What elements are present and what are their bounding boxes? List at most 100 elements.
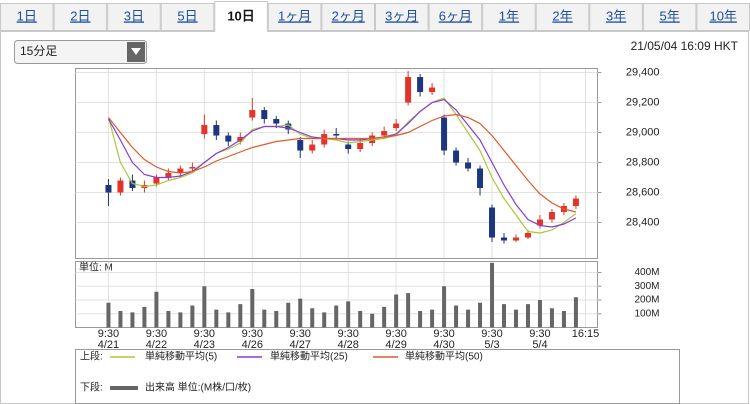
price-plot <box>75 68 598 259</box>
candle-body <box>129 180 136 189</box>
volume-tick-label: 100M <box>634 308 659 319</box>
tab-label[interactable]: 3ヶ月 <box>385 8 418 23</box>
candle-body <box>249 110 256 118</box>
tab-label[interactable]: 3日 <box>124 8 144 23</box>
tab[interactable] <box>267 3 322 31</box>
tab[interactable] <box>375 3 429 31</box>
candle-body <box>357 143 364 150</box>
legend-label: 単純移動平均(25) <box>270 350 348 363</box>
moving-average-line <box>107 97 577 234</box>
x-tick-label: 9:30 <box>529 328 550 340</box>
tab-label[interactable]: 2年 <box>552 8 572 23</box>
tab[interactable] <box>535 3 590 31</box>
volume-bar <box>310 308 315 328</box>
tab[interactable] <box>642 3 697 31</box>
volume-bar <box>106 302 111 328</box>
volume-tick-label: 300M <box>634 281 659 292</box>
candle-body <box>489 207 496 238</box>
volume-unit: 単位: M <box>79 261 113 274</box>
tab[interactable] <box>160 3 215 31</box>
tab[interactable] <box>428 3 483 31</box>
candle-body <box>453 150 460 163</box>
x-tick-label: 9:30 <box>337 328 358 340</box>
price-tick-label: 28,600 <box>626 186 660 198</box>
tab-label[interactable]: 1ヶ月 <box>278 8 311 23</box>
moving-average-line <box>107 98 577 228</box>
tab-label[interactable]: 5日 <box>177 8 197 23</box>
tab-label[interactable]: 1日 <box>17 8 37 23</box>
price-tick-label: 28,400 <box>626 216 660 228</box>
tab[interactable] <box>482 3 536 31</box>
tab-label[interactable]: 6ヶ月 <box>439 8 472 23</box>
candle-body <box>297 140 304 151</box>
tab[interactable] <box>696 3 750 31</box>
candle-body <box>333 134 340 136</box>
volume-bar <box>322 312 327 328</box>
dropdown-arrow <box>131 48 141 55</box>
candle-body <box>393 123 400 129</box>
volume-bar <box>454 305 459 328</box>
candle-body <box>261 110 268 120</box>
candle-body <box>345 144 352 150</box>
x-tick-label: 9:30 <box>194 328 215 340</box>
x-tick-date: 5/4 <box>532 339 547 351</box>
candle-body <box>369 135 376 144</box>
tab-label[interactable]: 3年 <box>606 8 626 23</box>
candle-body <box>285 123 292 130</box>
volume-bar <box>274 311 279 328</box>
volume-bar <box>418 311 423 328</box>
volume-bar <box>334 305 339 328</box>
volume-bar <box>430 309 435 328</box>
volume-bar <box>154 291 159 328</box>
tab-label[interactable]: 10日 <box>227 8 254 23</box>
tab-label[interactable]: 2日 <box>70 8 90 23</box>
candle-body <box>201 125 208 135</box>
candle-body <box>117 180 124 193</box>
volume-tick-label: 400M <box>634 267 659 278</box>
candle-body <box>429 87 436 93</box>
timestamp: 21/05/04 16:09 HKT <box>631 39 739 53</box>
tab[interactable] <box>321 3 375 31</box>
tab[interactable] <box>107 3 161 31</box>
volume-bar <box>226 312 231 328</box>
tab[interactable] <box>53 3 108 31</box>
tab[interactable] <box>0 3 54 31</box>
candle-body <box>512 237 519 241</box>
candle-body <box>321 134 328 145</box>
interval-dropdown[interactable]: 15分足 <box>14 40 147 64</box>
tab-label[interactable]: 10年 <box>709 8 736 23</box>
tab-label[interactable]: 1年 <box>499 8 519 23</box>
tab-label[interactable]: 2ヶ月 <box>332 8 365 23</box>
candle-body <box>273 119 280 124</box>
candle-body <box>405 77 412 103</box>
tab[interactable] <box>214 1 268 32</box>
x-tick-label: 9:30 <box>433 328 454 340</box>
volume-bar <box>358 311 363 328</box>
volume-tick-label: 200M <box>634 295 659 306</box>
candle-body <box>501 237 508 241</box>
dropdown-box[interactable] <box>14 40 147 64</box>
tab[interactable] <box>589 3 643 31</box>
x-tick-label: 9:30 <box>242 328 263 340</box>
volume-bar <box>466 309 471 328</box>
volume-bar <box>513 309 518 328</box>
volume-bar <box>549 308 554 328</box>
volume-bar <box>561 311 566 328</box>
tab-label[interactable]: 5年 <box>660 8 680 23</box>
volume-bar <box>118 311 123 328</box>
volume-bar <box>394 294 399 328</box>
candle-body <box>189 167 196 169</box>
candle-body <box>465 162 472 169</box>
volume-bar <box>178 312 183 328</box>
volume-bar <box>573 297 578 328</box>
candle-body <box>105 185 112 193</box>
x-tick-label: 9:30 <box>481 328 502 340</box>
dropdown-text[interactable]: 15分足 <box>20 44 57 58</box>
volume-bar <box>406 293 411 328</box>
legend-lower: 下段: <box>80 381 103 394</box>
volume-bar <box>298 298 303 328</box>
volume-bar <box>525 304 530 328</box>
volume-bar <box>262 309 267 328</box>
candle-body <box>153 177 160 184</box>
volume-bar <box>142 306 147 328</box>
